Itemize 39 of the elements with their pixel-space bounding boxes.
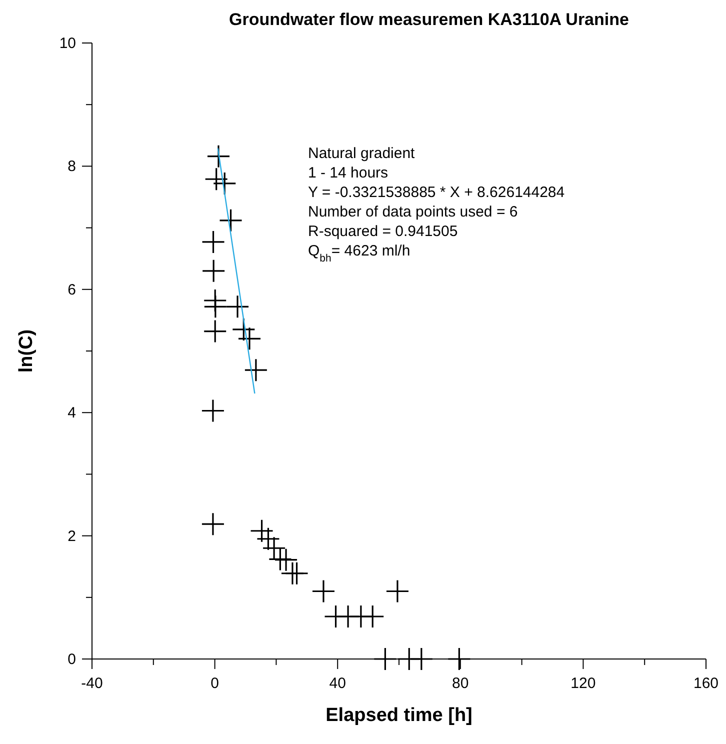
point: [275, 548, 298, 571]
point: [263, 537, 286, 560]
point: [202, 400, 224, 422]
y-tick-label: 4: [68, 404, 76, 422]
annotation: Number of data points used = 6: [308, 204, 518, 220]
y-tick-label: 6: [68, 281, 76, 298]
point: [448, 648, 470, 670]
x-tick-label: -40: [81, 675, 103, 692]
y-tick-label: 0: [68, 651, 76, 668]
annotation: Natural gradient: [308, 145, 416, 162]
x-tick-label: 40: [329, 675, 346, 692]
x-tick-label: 0: [210, 675, 219, 692]
point: [374, 648, 396, 670]
x-tick-label: 160: [693, 675, 719, 692]
point: [204, 320, 226, 342]
annotation: Q$_{bh}$= 4623 ml/h: [308, 242, 410, 264]
x-tick-label: 80: [452, 675, 469, 692]
point: [202, 260, 225, 282]
point: [410, 648, 432, 670]
annotation: 1 - 14 hours: [308, 164, 388, 182]
x-axis-title: Elapsed time [h]: [326, 705, 472, 726]
y-tick-label: 8: [68, 158, 76, 176]
point: [204, 296, 226, 318]
point: [312, 580, 334, 602]
point: [226, 296, 249, 318]
point: [286, 562, 308, 584]
chart-title: Groundwater flow measuremen KA3110A Uranine: [229, 10, 629, 29]
point: [244, 359, 267, 382]
annotation: R-squared = 0.941505: [308, 223, 458, 240]
point: [238, 328, 260, 350]
annotation: Y = -0.3321538885 * X + 8.626144284: [308, 184, 565, 201]
x-tick-label: 120: [570, 675, 596, 692]
y-tick-label: 2: [68, 528, 76, 545]
point: [362, 605, 384, 628]
point: [202, 230, 224, 253]
y-tick-label: 10: [59, 35, 76, 52]
y-axis-title: ln(C): [16, 329, 37, 373]
point: [386, 580, 408, 602]
point: [202, 513, 224, 536]
